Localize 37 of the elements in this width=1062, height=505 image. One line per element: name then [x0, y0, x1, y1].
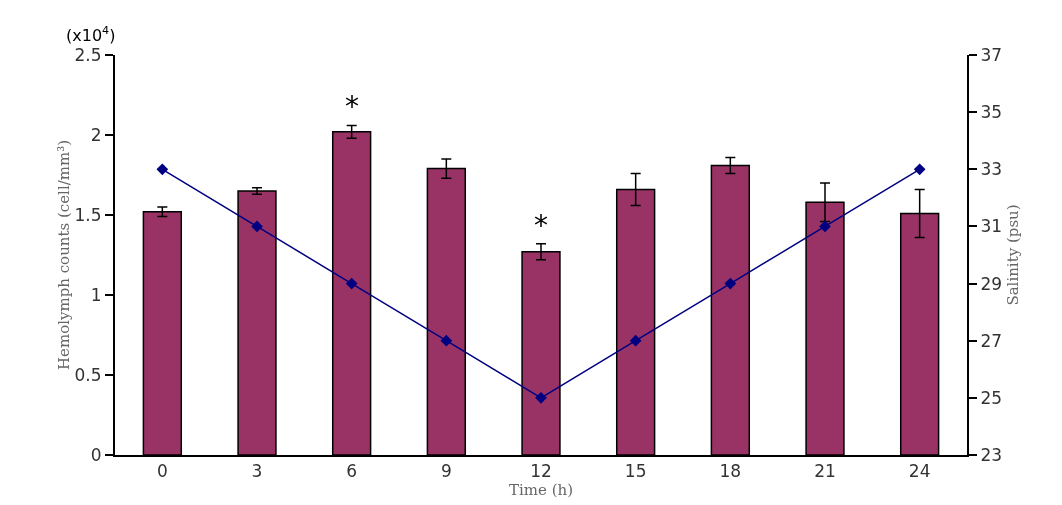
x-tick-label: 0 — [156, 461, 168, 482]
y2-tick-label: 33 — [980, 159, 1003, 180]
x-tick-label: 3 — [251, 461, 263, 482]
y2-tick-label: 23 — [980, 444, 1003, 465]
y-axis-title: Hemolymph counts (cell/mm³) — [54, 139, 73, 371]
point — [913, 163, 926, 176]
annotation: * — [534, 209, 548, 242]
point — [156, 163, 169, 176]
x-tick-label: 15 — [624, 461, 647, 482]
point — [345, 277, 358, 290]
x-tick-label: 24 — [908, 461, 931, 482]
x-axis-title: Time (h) — [508, 481, 574, 500]
annotation: * — [345, 90, 359, 123]
x-tick-label: 6 — [346, 461, 358, 482]
point — [724, 277, 737, 290]
y2-tick-label: 25 — [980, 387, 1003, 408]
point — [629, 334, 642, 347]
x-tick-label: 21 — [814, 461, 836, 482]
y2-tick-label: 35 — [980, 102, 1003, 123]
point — [440, 334, 453, 347]
y2-axis-title: Salinity (psu) — [1004, 204, 1023, 306]
y-tick-label: 0.5 — [74, 364, 102, 385]
y2-tick-label: 37 — [980, 44, 1003, 65]
x-tick-label: 9 — [440, 461, 452, 482]
y-tick-label: 0 — [90, 444, 102, 465]
y-tick-label: 2 — [90, 124, 102, 145]
point — [251, 220, 263, 233]
y2-tick-label: 27 — [980, 330, 1003, 351]
x-tick-label: 12 — [530, 461, 552, 482]
y2-tick-label: 31 — [980, 216, 1003, 237]
x-tick-label: 18 — [719, 461, 742, 482]
y2-tick-label: 29 — [980, 273, 1003, 294]
y-tick-label: 1 — [90, 284, 102, 305]
y-tick-label: 2.5 — [74, 44, 102, 65]
point — [819, 220, 831, 233]
text: (x10$^{4}$) — [66, 24, 116, 45]
y-tick-label: 1.5 — [74, 204, 102, 225]
